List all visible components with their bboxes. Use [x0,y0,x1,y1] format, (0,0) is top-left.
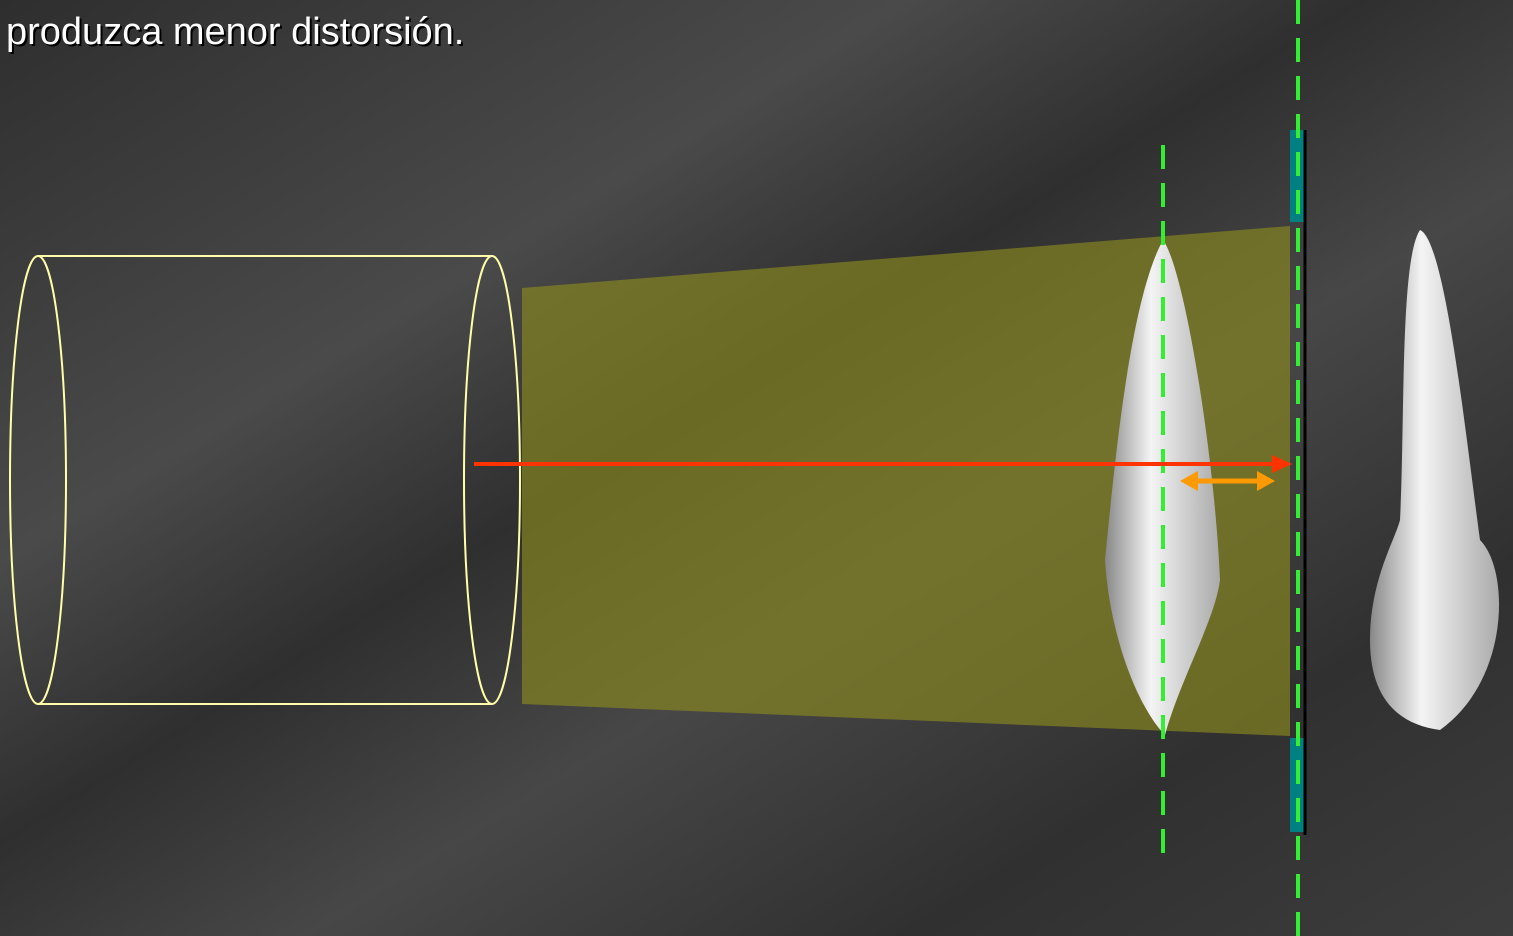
central-ray-head [1272,455,1292,473]
tooth-image [1370,230,1500,730]
x-ray-beam [522,226,1290,736]
x-ray-tube [9,255,521,705]
caption-shadow: produzca menor distorsión. [8,13,466,55]
film-holder [1290,738,1306,832]
caption: produzca menor distorsión. [6,11,464,53]
distance-arrow-head [1257,471,1275,491]
distance-arrow-head [1180,471,1198,491]
